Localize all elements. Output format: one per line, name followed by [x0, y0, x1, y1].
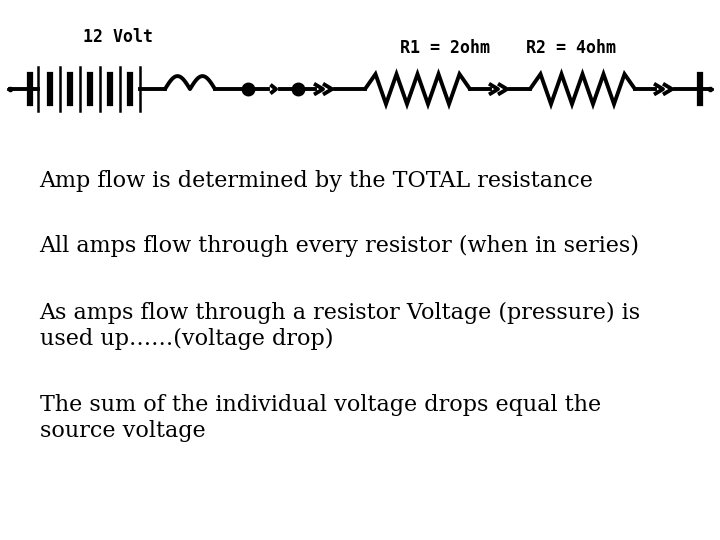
Text: 12 Volt: 12 Volt — [83, 28, 153, 46]
Text: R1 = 2ohm: R1 = 2ohm — [400, 39, 490, 57]
Text: The sum of the individual voltage drops equal the
source voltage: The sum of the individual voltage drops … — [40, 394, 600, 442]
Text: Amp flow is determined by the TOTAL resistance: Amp flow is determined by the TOTAL resi… — [40, 170, 593, 192]
Text: As amps flow through a resistor Voltage (pressure) is
used up……(voltage drop): As amps flow through a resistor Voltage … — [40, 302, 641, 350]
Text: R2 = 4ohm: R2 = 4ohm — [526, 39, 616, 57]
Text: All amps flow through every resistor (when in series): All amps flow through every resistor (wh… — [40, 235, 639, 257]
